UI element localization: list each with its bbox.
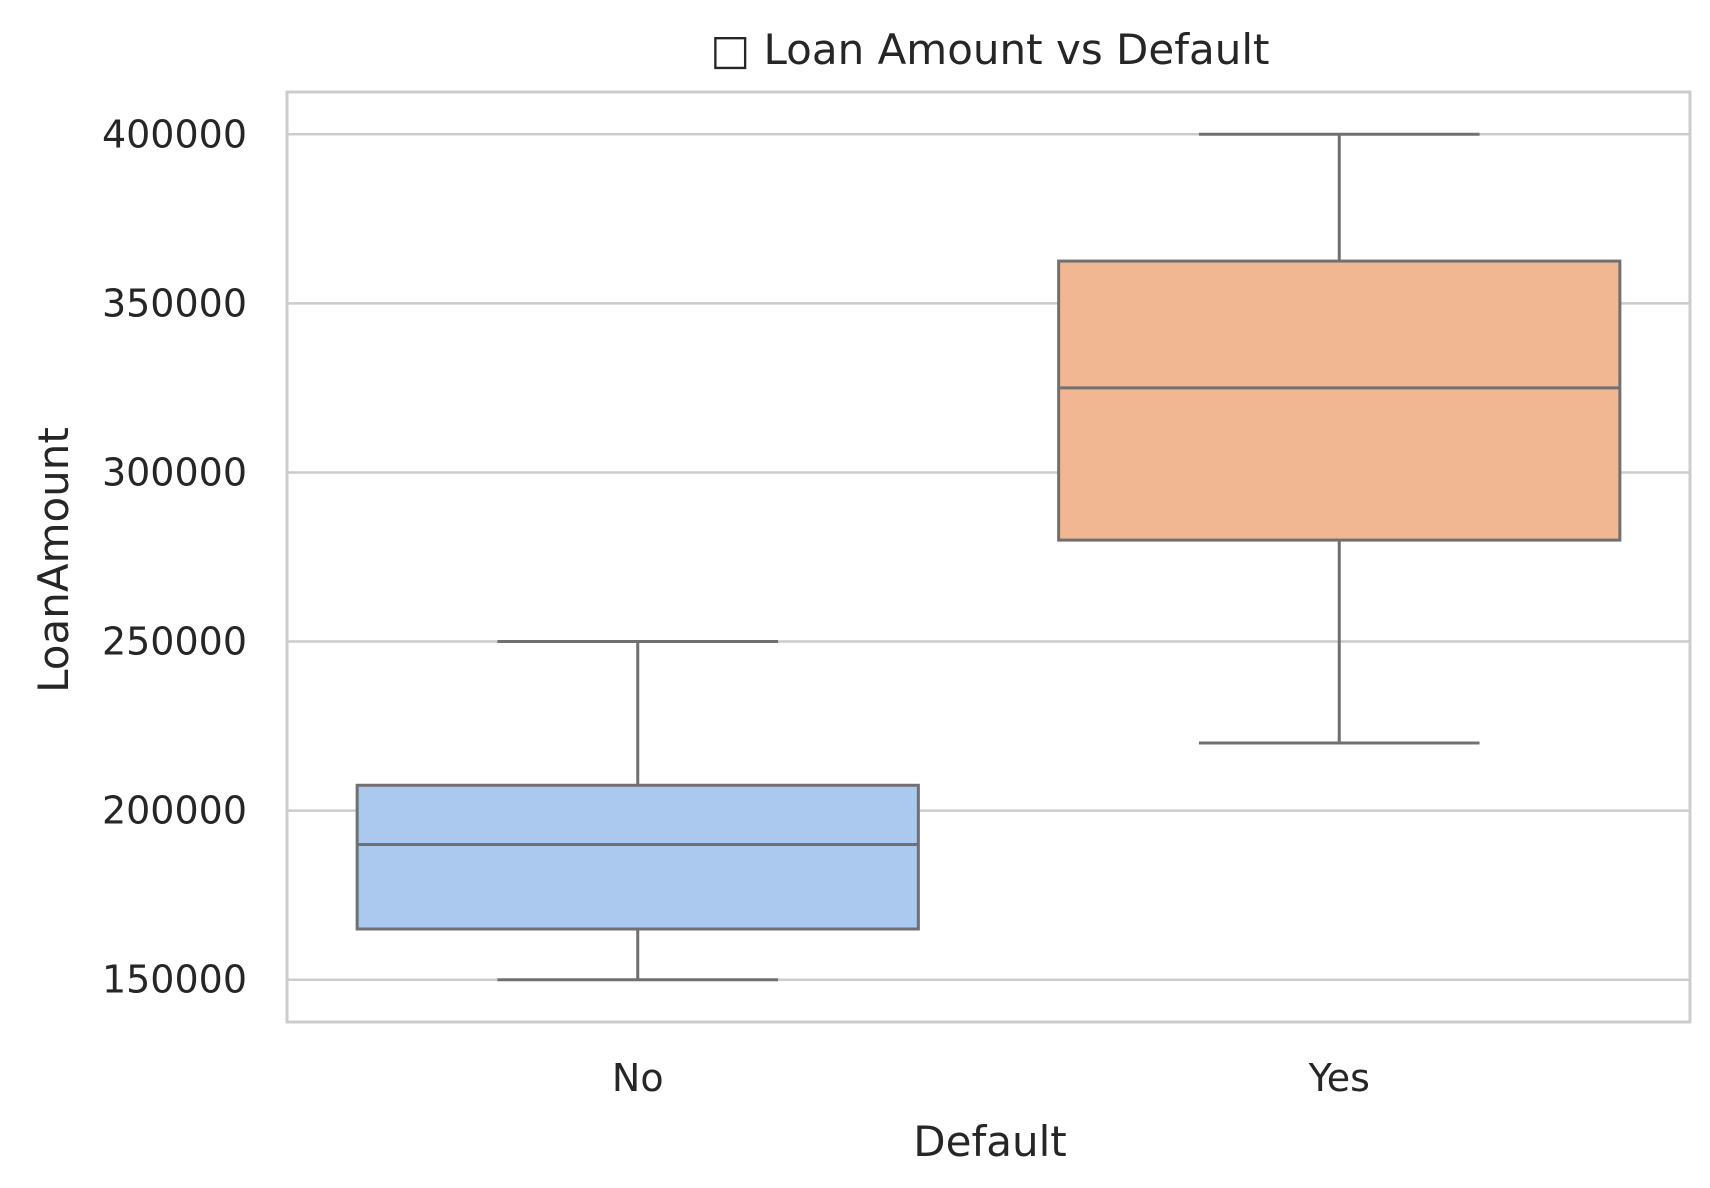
box-yes bbox=[1059, 134, 1620, 743]
x-tick-label-yes: Yes bbox=[1308, 1056, 1370, 1100]
box-no bbox=[357, 642, 918, 980]
box-iqr-yes bbox=[1059, 261, 1620, 540]
y-tick-label-300000: 300000 bbox=[102, 450, 247, 494]
y-tick-label-350000: 350000 bbox=[102, 281, 247, 325]
y-axis-label: LoanAmount bbox=[29, 427, 78, 693]
x-tick-labels: No Yes bbox=[612, 1056, 1370, 1100]
y-tick-label-200000: 200000 bbox=[102, 789, 247, 833]
y-tick-label-400000: 400000 bbox=[102, 112, 247, 156]
boxes bbox=[357, 134, 1620, 979]
x-tick-label-no: No bbox=[612, 1056, 664, 1100]
x-axis-label: Default bbox=[913, 1117, 1066, 1166]
y-tick-label-150000: 150000 bbox=[102, 958, 247, 1002]
chart-title: □ Loan Amount vs Default bbox=[710, 25, 1269, 74]
box-iqr-no bbox=[357, 785, 918, 929]
y-tick-labels: 150000 200000 250000 300000 350000 400000 bbox=[102, 112, 247, 1001]
y-tick-label-250000: 250000 bbox=[102, 620, 247, 664]
